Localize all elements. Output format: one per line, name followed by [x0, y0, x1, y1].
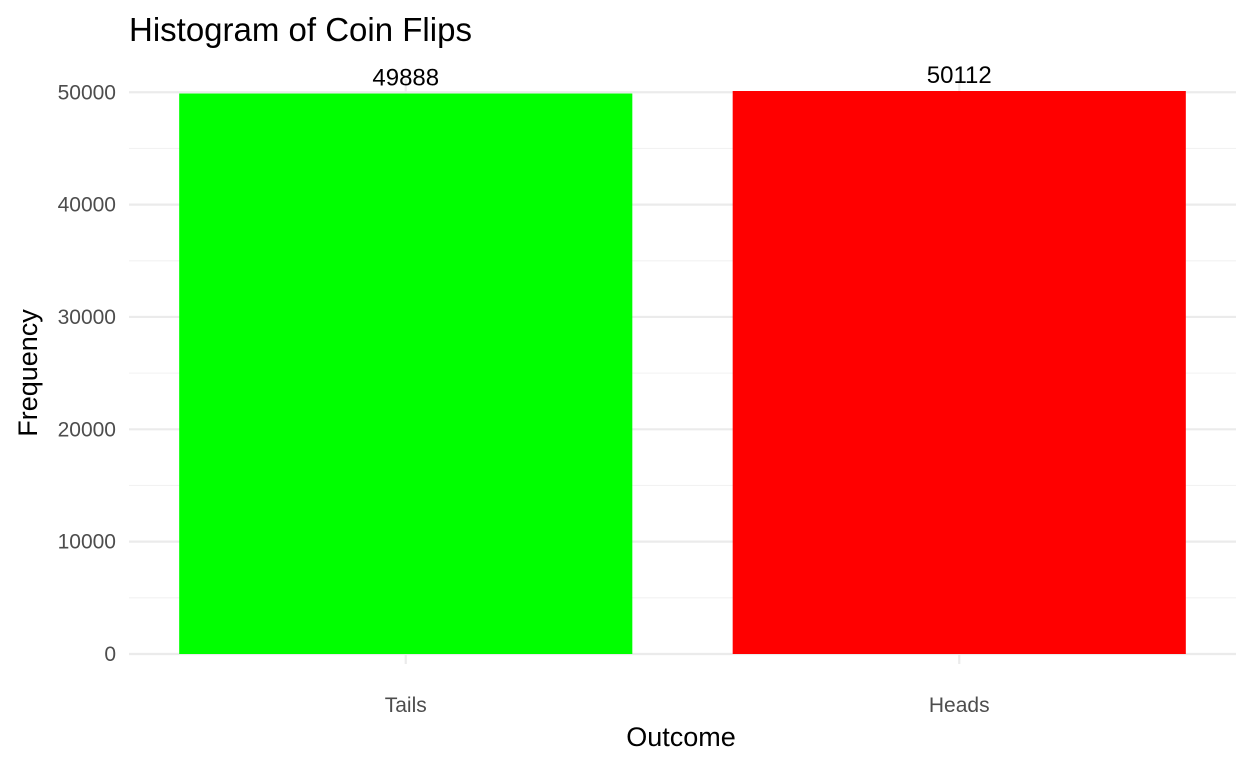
data-label-heads: 50112	[927, 62, 992, 89]
data-label-tails: 49888	[372, 65, 439, 92]
bar-heads	[732, 91, 1186, 654]
bars	[179, 91, 1186, 654]
y-tick-label: 50000	[58, 81, 116, 104]
chart-title: Histogram of Coin Flips	[129, 11, 472, 48]
x-tick-label: Heads	[929, 694, 990, 717]
y-axis: 0 10000 20000 30000 40000 50000	[58, 81, 116, 666]
x-axis-title: Outcome	[626, 722, 736, 752]
x-tick-label: Tails	[385, 694, 427, 717]
y-tick-label: 40000	[58, 194, 116, 217]
bar-tails	[179, 93, 633, 654]
x-axis: Tails Heads	[385, 694, 990, 717]
y-tick-label: 20000	[58, 418, 116, 441]
y-axis-title: Frequency	[13, 309, 43, 437]
y-tick-label: 0	[104, 643, 116, 666]
data-labels: 49888 50112	[372, 62, 991, 92]
y-tick-label: 30000	[58, 306, 116, 329]
y-tick-label: 10000	[58, 531, 116, 554]
